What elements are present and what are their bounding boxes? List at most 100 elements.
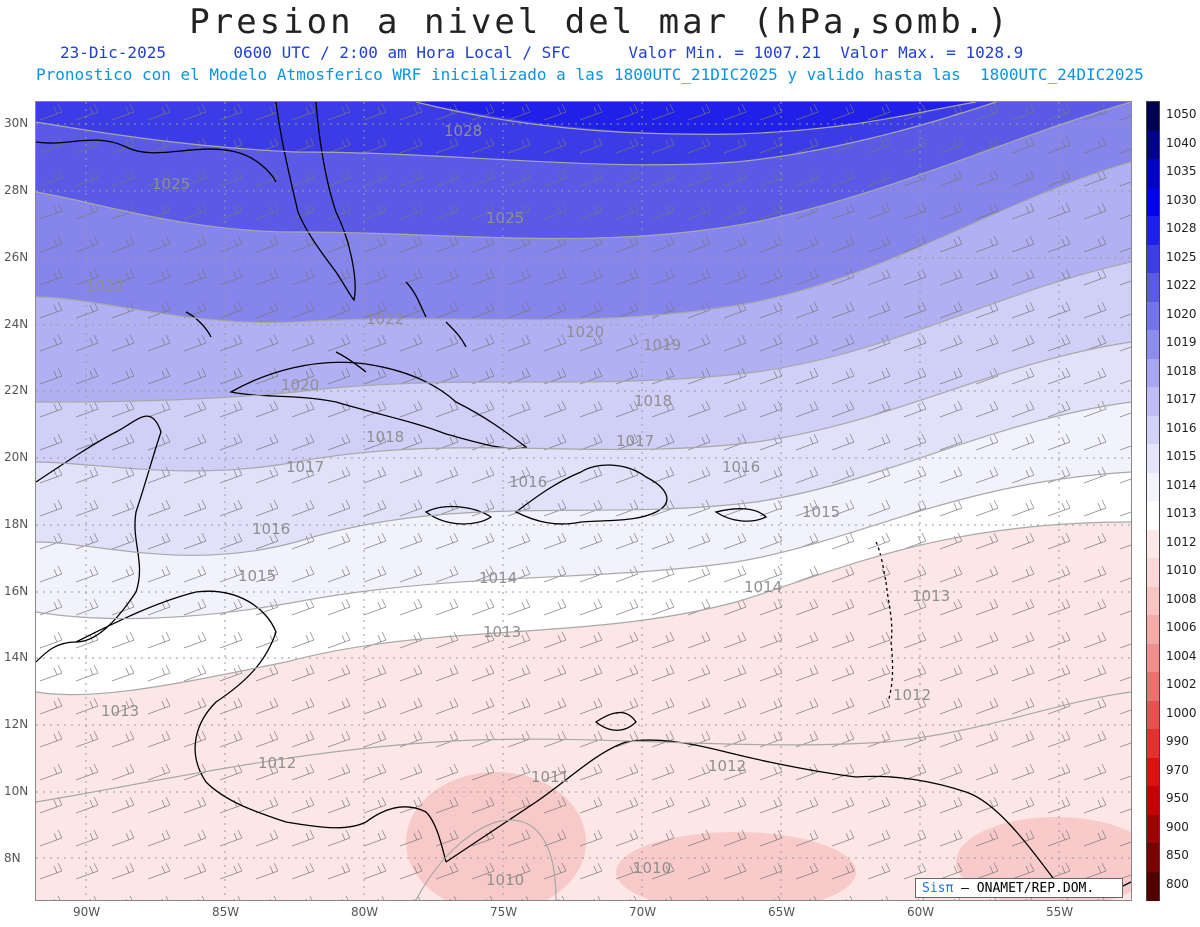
- contour-label: 1015: [238, 567, 276, 585]
- contour-label: 1018: [634, 392, 672, 410]
- colorbar-swatch: [1147, 130, 1159, 160]
- colorbar-swatch: [1147, 643, 1159, 673]
- contour-label: 1012: [258, 754, 296, 772]
- contour-label: 1020: [281, 376, 319, 394]
- colorbar-level-label: 1017: [1166, 392, 1197, 407]
- map-canvas: 1028 1025 1025 1022 1022 1020 1020 1019 …: [36, 102, 1131, 900]
- colorbar-swatch: [1147, 472, 1159, 502]
- contour-label: 1014: [744, 578, 782, 596]
- colorbar-level-label: 1010: [1166, 563, 1197, 578]
- colorbar-swatch: [1147, 558, 1159, 587]
- lat-label: 28N: [4, 183, 29, 197]
- puerto-rico-coast: [714, 508, 768, 522]
- contour-label: 1010: [486, 871, 524, 889]
- colorbar-swatch: [1147, 814, 1159, 844]
- contour-label: 1013: [101, 702, 139, 720]
- lat-label: 20N: [4, 450, 29, 464]
- colorbar-level-label: 1035: [1166, 164, 1197, 179]
- model-info-line: Pronostico con el Modelo Atmosferico WRF…: [36, 65, 1144, 84]
- map-title: Presion a nivel del mar (hPa,somb.): [189, 2, 1011, 42]
- colorbar-level-label: 1022: [1166, 278, 1197, 293]
- contour-label: 1025: [152, 175, 190, 193]
- contour-label: 1025: [486, 209, 524, 227]
- colorbar-level-label: 1014: [1166, 477, 1197, 492]
- lat-label: 18N: [4, 517, 29, 531]
- lat-label: 12N: [4, 717, 29, 731]
- colorbar-swatch: [1147, 358, 1159, 388]
- isobar-labels: 1028 1025 1025 1022 1022 1020 1020 1019 …: [86, 122, 950, 889]
- forecast-info-line: 23-Dic-2025 0600 UTC / 2:00 am Hora Loca…: [60, 43, 1023, 62]
- colorbar-swatch: [1147, 729, 1159, 758]
- graticule: [36, 102, 1131, 900]
- florida-coast: [275, 102, 356, 302]
- lon-label: 60W: [907, 905, 935, 919]
- min-value: Valor Min. = 1007.21: [628, 43, 822, 62]
- colorbar-level-label: 1040: [1166, 135, 1197, 150]
- colorbar-swatch: [1147, 273, 1159, 302]
- lat-label: 8N: [4, 851, 21, 865]
- colorbar-level-label: 1030: [1166, 192, 1197, 207]
- colorbar-level-label: 1012: [1166, 534, 1197, 549]
- valid-date: 23-Dic-2025: [60, 43, 166, 62]
- lat-label: 10N: [4, 784, 29, 798]
- colorbar-swatch: [1147, 244, 1159, 274]
- colorbar-level-label: 1019: [1166, 335, 1197, 350]
- colorbar-swatch: [1147, 871, 1159, 901]
- colorbar-swatch: [1147, 444, 1159, 473]
- colorbar-level-label: 1000: [1166, 705, 1197, 720]
- colorbar-level-label: 1015: [1166, 449, 1197, 464]
- colorbar-swatch: [1147, 102, 1159, 131]
- credit-box: Sisπ – ONAMET/REP.DOM.: [915, 878, 1123, 898]
- hispaniola-coast: [514, 464, 668, 525]
- lon-label: 90W: [73, 905, 101, 919]
- coastlines: [36, 102, 1131, 897]
- colorbar-swatch: [1147, 301, 1159, 331]
- sispi-logo: Sisπ: [922, 881, 954, 896]
- colorbar-level-label: 1004: [1166, 648, 1197, 663]
- colorbar-level-label: 990: [1166, 734, 1189, 749]
- colorbar-level-label: 1013: [1166, 506, 1197, 521]
- colorbar-swatch: [1147, 786, 1159, 815]
- colorbar-level-label: 1050: [1166, 107, 1197, 122]
- contour-label: 1016: [722, 458, 760, 476]
- colorbar-swatch: [1147, 843, 1159, 872]
- contour-label: 1028: [444, 122, 482, 140]
- colorbar-swatch: [1147, 501, 1159, 530]
- colorbar-swatch: [1147, 216, 1159, 245]
- colorbar-level-label: 800: [1166, 876, 1189, 891]
- lon-label: 80W: [351, 905, 379, 919]
- colorbar-swatch: [1147, 700, 1159, 730]
- contour-label: 1022: [86, 277, 124, 295]
- contour-label: 1016: [252, 520, 290, 538]
- lon-label: 75W: [490, 905, 518, 919]
- colorbar-swatch: [1147, 415, 1159, 445]
- colorbar-level-label: 1002: [1166, 677, 1197, 692]
- colorbar-swatch: [1147, 615, 1159, 644]
- colorbar-level-label: 900: [1166, 819, 1189, 834]
- colorbar-level-label: 950: [1166, 791, 1189, 806]
- contour-label: 1016: [509, 473, 547, 491]
- cuba-coast: [229, 361, 528, 449]
- colorbar-swatch: [1147, 586, 1159, 616]
- lon-label: 70W: [629, 905, 657, 919]
- colorbar-level-label: 1028: [1166, 221, 1197, 236]
- lat-label: 22N: [4, 383, 29, 397]
- colorbar-swatch: [1147, 387, 1159, 416]
- contour-label: 1011: [531, 768, 569, 786]
- jamaica-coast: [424, 505, 493, 525]
- colorbar-level-label: 1008: [1166, 591, 1197, 606]
- contour-label: 1020: [566, 323, 604, 341]
- contour-label: 1012: [893, 686, 931, 704]
- colorbar-level-label: 1020: [1166, 306, 1197, 321]
- contour-label: 1013: [912, 587, 950, 605]
- colorbar-swatch: [1147, 757, 1159, 787]
- wind-barbs: [36, 102, 1131, 900]
- lat-label: 14N: [4, 650, 29, 664]
- contour-label: 1010: [633, 859, 671, 877]
- colorbar-swatch: [1147, 529, 1159, 559]
- contour-label: 1019: [643, 336, 681, 354]
- colorbar-level-label: 1006: [1166, 620, 1197, 635]
- isobars: [36, 102, 1131, 900]
- contour-label: 1017: [616, 432, 654, 450]
- colorbar-swatch: [1147, 672, 1159, 701]
